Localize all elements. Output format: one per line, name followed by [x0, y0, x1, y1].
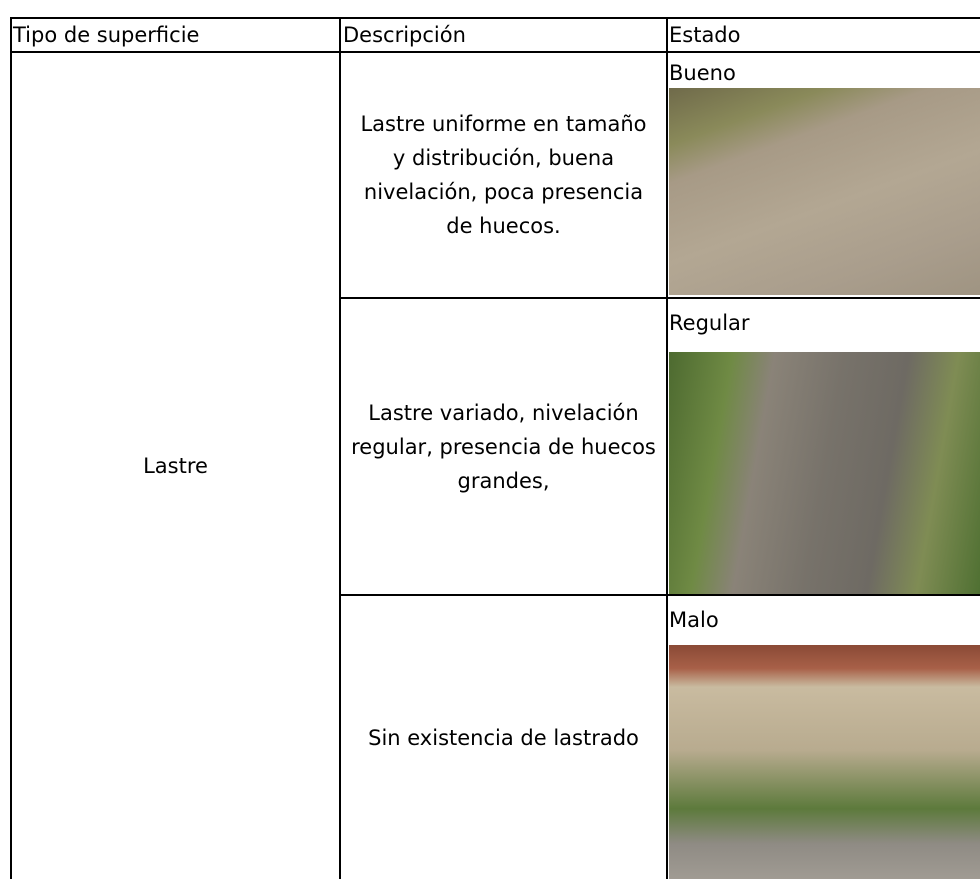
description-cell: Lastre uniforme en tamaño y distribución…	[341, 53, 666, 297]
photo	[669, 352, 980, 594]
border	[10, 17, 12, 879]
border	[339, 17, 341, 879]
photo	[669, 645, 980, 879]
state-label: Malo	[669, 608, 719, 632]
description-cell: Lastre variado, nivelación regular, pres…	[341, 299, 666, 594]
description-cell: Sin existencia de lastrado	[341, 596, 666, 879]
description-text: Sin existencia de lastrado	[368, 725, 639, 750]
description-text: Lastre variado, nivelación regular, pres…	[351, 400, 656, 493]
photo	[669, 88, 980, 295]
header-cell: Estado	[669, 23, 741, 47]
border	[666, 17, 668, 879]
surface-cell: Lastre	[12, 53, 339, 879]
state-label: Bueno	[669, 61, 736, 85]
description-text: Lastre uniforme en tamaño y distribución…	[360, 112, 647, 238]
state-label: Regular	[669, 311, 750, 335]
surface-text: Lastre	[143, 454, 208, 478]
header-cell: Tipo de superficie	[13, 23, 200, 47]
border	[339, 594, 980, 596]
border	[10, 51, 980, 53]
border	[339, 297, 980, 299]
border	[10, 17, 980, 19]
header-cell: Descripción	[343, 23, 466, 47]
